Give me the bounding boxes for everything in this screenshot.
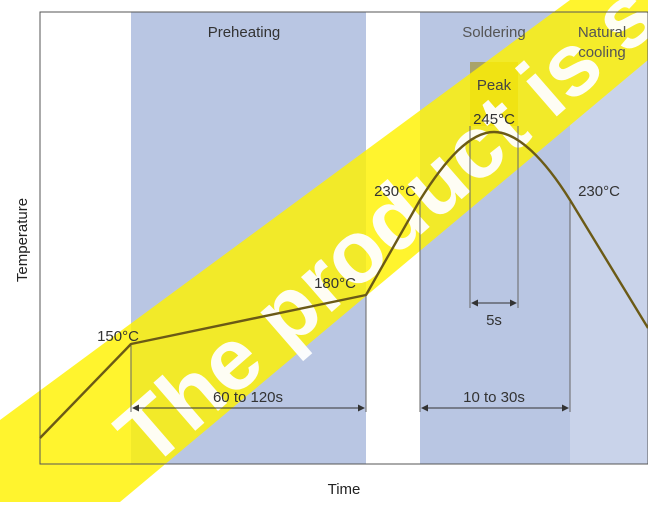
zone-label-peak: Peak bbox=[477, 77, 512, 94]
duration-label-soldering: 10 to 30s bbox=[463, 389, 525, 406]
temp-label-180: 180°C bbox=[314, 275, 356, 292]
x-axis-label: Time bbox=[328, 481, 361, 498]
zone-label-cooling: cooling bbox=[578, 44, 626, 61]
y-axis-label: Temperature bbox=[14, 198, 31, 282]
temp-label-150: 150°C bbox=[97, 328, 139, 345]
temp-label-230-right: 230°C bbox=[578, 183, 620, 200]
plot-frame bbox=[39, 11, 648, 465]
zone-label-soldering: Soldering bbox=[462, 24, 525, 41]
temp-label-230-left: 230°C bbox=[374, 183, 416, 200]
duration-label-peak: 5s bbox=[486, 312, 502, 329]
zone-label-preheating: Preheating bbox=[208, 24, 281, 41]
duration-label-preheat: 60 to 120s bbox=[213, 389, 283, 406]
temp-label-245: 245°C bbox=[473, 111, 515, 128]
zone-label-natural: Natural bbox=[578, 24, 626, 41]
reflow-temperature-curve bbox=[39, 130, 648, 439]
